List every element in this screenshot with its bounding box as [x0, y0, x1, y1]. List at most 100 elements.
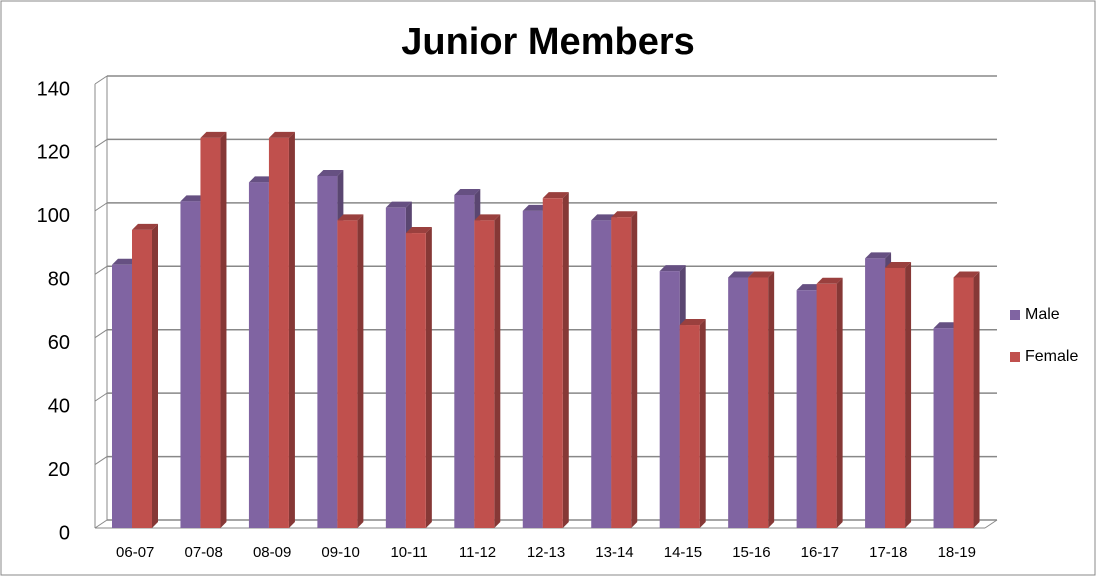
x-tick-label: 06-07 [116, 544, 154, 561]
bar-side [973, 271, 980, 528]
y-tick-label: 120 [37, 142, 70, 164]
grid-line [94, 265, 108, 275]
bar-side [905, 261, 912, 528]
bar [405, 233, 426, 529]
bar-top [454, 189, 481, 195]
bar-top [816, 277, 843, 284]
y-tick-label: 80 [48, 269, 70, 291]
y-tick-label: 140 [37, 78, 70, 100]
bar [679, 325, 700, 528]
y-tick-label: 40 [48, 395, 70, 417]
x-tick-label: 17-18 [869, 544, 907, 561]
bar [748, 277, 769, 528]
bar [796, 290, 817, 528]
bar-top [405, 227, 432, 234]
x-tick-label: 09-10 [321, 544, 359, 561]
bar-side [494, 214, 501, 528]
bar-top [796, 284, 823, 291]
bar-top [200, 131, 227, 138]
bar [112, 264, 132, 528]
legend-swatch [1010, 310, 1020, 320]
bar [816, 283, 837, 528]
legend-swatch [1010, 352, 1020, 362]
x-tick-label: 08-09 [253, 544, 291, 561]
bar-top [748, 271, 775, 278]
bar-side [425, 227, 432, 529]
bar-top [132, 223, 158, 230]
bar [474, 220, 495, 528]
bar [611, 217, 632, 528]
bar [454, 195, 475, 528]
bar-side [152, 223, 158, 528]
y-tick-label: 100 [37, 205, 70, 227]
bar [180, 201, 201, 529]
x-tick-label: 14-15 [664, 544, 702, 561]
bar [865, 258, 886, 528]
grid-line [94, 392, 108, 402]
bar-side [562, 192, 569, 528]
bar-top [933, 322, 960, 329]
grid-line [94, 75, 108, 85]
bar-top [522, 204, 549, 211]
bar [200, 137, 221, 528]
bar-top [953, 271, 980, 278]
x-tick-label: 13-14 [595, 544, 633, 561]
bar-top [542, 192, 569, 199]
bar-top [591, 214, 618, 221]
bar-top [112, 258, 138, 265]
grid-line [94, 456, 108, 465]
bar-side [220, 131, 227, 528]
chart-title: Junior Members [401, 21, 695, 63]
legend-label: Female [1025, 348, 1078, 365]
bar-side [288, 131, 295, 528]
bar [728, 277, 749, 528]
bar-top [679, 319, 706, 326]
bar-top [611, 211, 638, 218]
x-tick-label: 12-13 [527, 544, 565, 561]
bar [542, 198, 563, 528]
bar-top [865, 252, 892, 259]
bar [385, 207, 406, 528]
bar-top [268, 131, 295, 138]
y-tick-label: 0 [59, 522, 70, 544]
x-tick-label: 15-16 [732, 544, 770, 561]
bar [522, 210, 543, 528]
bar-top [474, 214, 501, 221]
bar-top [385, 201, 412, 208]
bar-side [357, 214, 364, 528]
bar [248, 182, 269, 529]
bar [933, 328, 954, 528]
bar [885, 267, 906, 528]
grid-line [94, 519, 108, 529]
grid-line [94, 329, 108, 339]
legend-label: Male [1025, 306, 1060, 323]
x-tick-label: 16-17 [801, 544, 839, 561]
bar [132, 229, 152, 528]
x-tick-label: 07-08 [185, 544, 223, 561]
bar [591, 220, 612, 528]
bar-top [248, 176, 275, 183]
y-tick-label: 20 [48, 459, 70, 481]
bar-top [659, 265, 686, 272]
bar [659, 271, 680, 528]
bar-top [317, 169, 344, 176]
bar-side [768, 271, 775, 528]
bar-side [699, 319, 706, 528]
bar-top [337, 214, 364, 221]
bar [953, 277, 974, 528]
grid-line [94, 139, 108, 148]
bar [268, 137, 289, 528]
x-tick-label: 11-12 [459, 544, 496, 561]
bar [337, 220, 358, 528]
x-tick-label: 18-19 [938, 544, 976, 561]
bar-top [180, 195, 207, 202]
bar-top [728, 271, 755, 278]
grid-line [94, 202, 108, 212]
bar-side [836, 277, 843, 528]
floor-edge [984, 519, 998, 529]
bar-top [885, 261, 912, 268]
x-tick-label: 10-11 [390, 544, 427, 561]
y-tick-label: 60 [48, 332, 70, 354]
bar [317, 175, 338, 528]
